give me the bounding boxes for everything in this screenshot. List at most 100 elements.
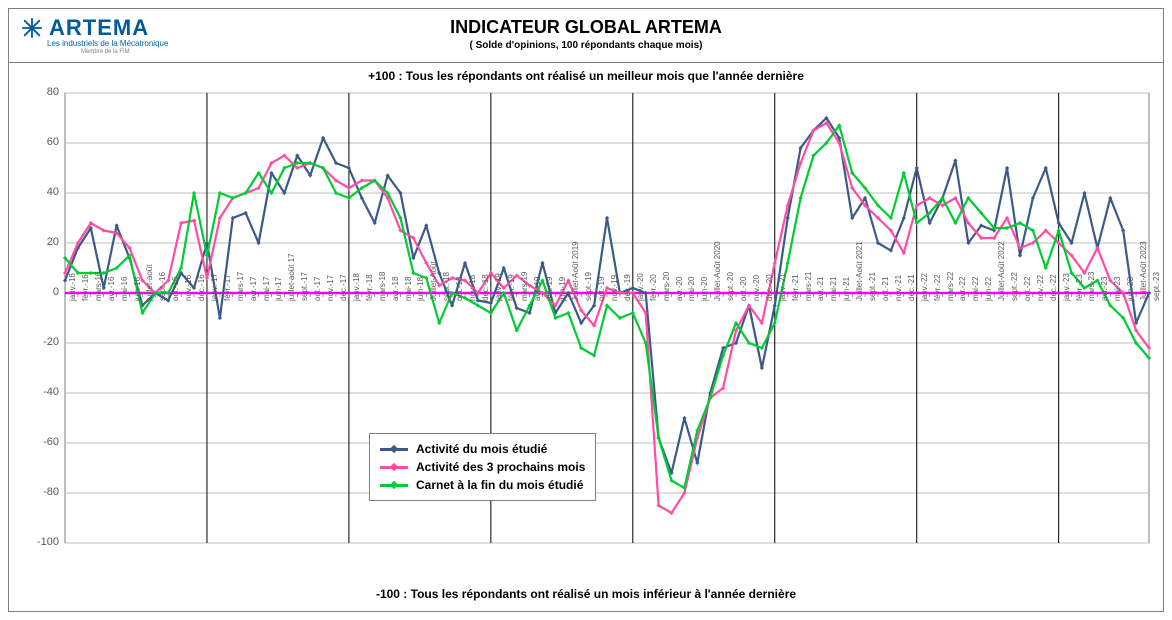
x-tick-label: sept.-23 bbox=[1152, 272, 1161, 301]
x-tick-label: mai-21 bbox=[829, 277, 838, 301]
x-tick-label: sept.-18 bbox=[442, 272, 451, 301]
x-tick-label: oct.-16 bbox=[171, 277, 180, 301]
legend-swatch bbox=[380, 466, 408, 469]
x-tick-label: nov.-20 bbox=[752, 275, 761, 301]
x-tick-label: janv.-21 bbox=[778, 273, 787, 301]
x-tick-label: juillet-août bbox=[145, 265, 154, 301]
x-tick-label: déc.-18 bbox=[481, 274, 490, 301]
x-tick-label: févr.-17 bbox=[223, 274, 232, 301]
legend-label: Activité des 3 prochains mois bbox=[416, 460, 585, 474]
legend-swatch bbox=[380, 448, 408, 451]
x-tick-label: avr.-20 bbox=[675, 277, 684, 301]
x-tick-label: nov.-22 bbox=[1036, 275, 1045, 301]
chart-subtitle: ( Solde d'opinions, 100 répondants chaqu… bbox=[9, 40, 1163, 51]
y-tick-label: -60 bbox=[25, 436, 59, 448]
x-tick-label: mars-18 bbox=[378, 272, 387, 301]
x-tick-label: janv.-16 bbox=[68, 273, 77, 301]
y-tick-label: -100 bbox=[25, 536, 59, 548]
x-tick-label: déc.-20 bbox=[765, 274, 774, 301]
x-tick-label: juillet-août 17 bbox=[287, 253, 296, 301]
x-tick-label: juin-21 bbox=[842, 277, 851, 301]
x-tick-label: Juillet-Août 2021 bbox=[855, 241, 864, 301]
y-tick-label: -20 bbox=[25, 336, 59, 348]
x-tick-label: janv.-20 bbox=[636, 273, 645, 301]
legend-label: Carnet à la fin du mois étudié bbox=[416, 478, 583, 492]
x-tick-label: oct.-19 bbox=[597, 277, 606, 301]
x-tick-label: avr.-18 bbox=[391, 277, 400, 301]
x-tick-label: mai-19 bbox=[545, 277, 554, 301]
x-tick-label: sept.-19 bbox=[584, 272, 593, 301]
x-tick-label: avr.-23 bbox=[1100, 277, 1109, 301]
chart-title: INDICATEUR GLOBAL ARTEMA bbox=[9, 17, 1163, 38]
y-tick-label: -40 bbox=[25, 386, 59, 398]
x-tick-label: Juillet-Août 2020 bbox=[713, 241, 722, 301]
x-tick-label: janv.-23 bbox=[1062, 273, 1071, 301]
x-tick-label: févr.-16 bbox=[81, 274, 90, 301]
x-tick-label: juin-19 bbox=[558, 277, 567, 301]
x-tick-label: oct.-21 bbox=[881, 277, 890, 301]
x-tick-label: oct.-17 bbox=[313, 277, 322, 301]
legend-item: Activité des 3 prochains mois bbox=[380, 458, 585, 476]
plot-area: +100 : Tous les répondants ont réalisé u… bbox=[9, 63, 1163, 611]
title-block: INDICATEUR GLOBAL ARTEMA ( Solde d'opini… bbox=[9, 17, 1163, 51]
x-tick-label: févr.-22 bbox=[933, 274, 942, 301]
x-tick-label: mars-23 bbox=[1087, 272, 1096, 301]
note-bottom: -100 : Tous les répondants ont réalisé u… bbox=[9, 587, 1163, 601]
x-tick-label: sept.-22 bbox=[1010, 272, 1019, 301]
x-tick-label: févr.-20 bbox=[649, 274, 658, 301]
x-tick-label: févr.-21 bbox=[791, 274, 800, 301]
x-tick-label: mars-20 bbox=[662, 272, 671, 301]
chart-svg bbox=[9, 63, 1165, 613]
x-tick-label: mai-23 bbox=[1113, 277, 1122, 301]
header: ARTEMA Les industriels de la Mécatroniqu… bbox=[9, 9, 1163, 63]
x-tick-label: mars-17 bbox=[236, 272, 245, 301]
legend-item: Carnet à la fin du mois étudié bbox=[380, 476, 585, 494]
y-tick-label: 0 bbox=[25, 286, 59, 298]
legend-label: Activité du mois étudié bbox=[416, 442, 547, 456]
x-tick-label: oct.-22 bbox=[1023, 277, 1032, 301]
chart-frame: ARTEMA Les industriels de la Mécatroniqu… bbox=[8, 8, 1164, 612]
legend: Activité du mois étudié Activité des 3 pr… bbox=[369, 433, 596, 501]
x-tick-label: Juillet-Août 2023 bbox=[1139, 241, 1148, 301]
x-tick-label: juin-18 bbox=[416, 277, 425, 301]
x-tick-label: Juillet-Août 2019 bbox=[571, 241, 580, 301]
x-tick-label: nov.-18 bbox=[468, 275, 477, 301]
x-tick-label: janv.-19 bbox=[494, 273, 503, 301]
legend-item: Activité du mois étudié bbox=[380, 440, 585, 458]
x-tick-label: déc.-17 bbox=[339, 274, 348, 301]
x-tick-label: juin-16 bbox=[133, 277, 142, 301]
x-tick-label: déc.-19 bbox=[623, 274, 632, 301]
x-tick-label: juin-20 bbox=[700, 277, 709, 301]
x-tick-label: oct.-20 bbox=[739, 277, 748, 301]
x-tick-label: nov.-19 bbox=[610, 275, 619, 301]
x-tick-label: mars-21 bbox=[804, 272, 813, 301]
x-tick-label: mai-17 bbox=[262, 277, 271, 301]
x-tick-label: sept.-20 bbox=[726, 272, 735, 301]
x-tick-label: Juillet-Août bbox=[429, 261, 438, 301]
x-tick-label: avr.-22 bbox=[958, 277, 967, 301]
x-tick-label: mai-18 bbox=[404, 277, 413, 301]
x-tick-label: juin-22 bbox=[984, 277, 993, 301]
x-tick-label: sept.-21 bbox=[868, 272, 877, 301]
x-tick-label: mars-22 bbox=[946, 272, 955, 301]
x-tick-label: mars-19 bbox=[520, 272, 529, 301]
x-tick-label: janv.-22 bbox=[920, 273, 929, 301]
x-tick-label: janv.-17 bbox=[210, 273, 219, 301]
x-tick-label: sept.-17 bbox=[300, 272, 309, 301]
x-tick-label: nov.-17 bbox=[326, 275, 335, 301]
y-tick-label: -80 bbox=[25, 486, 59, 498]
x-tick-label: sept.-16 bbox=[158, 272, 167, 301]
x-tick-label: déc.-22 bbox=[1049, 274, 1058, 301]
x-tick-label: avr.-21 bbox=[816, 277, 825, 301]
x-tick-label: févr.-23 bbox=[1075, 274, 1084, 301]
y-tick-label: 20 bbox=[25, 236, 59, 248]
x-tick-label: mai-16 bbox=[120, 277, 129, 301]
x-tick-label: juin-17 bbox=[274, 277, 283, 301]
x-tick-label: nov.-16 bbox=[184, 275, 193, 301]
x-tick-label: nov.-21 bbox=[894, 275, 903, 301]
x-tick-label: juin-23 bbox=[1126, 277, 1135, 301]
x-tick-label: avr.-17 bbox=[249, 277, 258, 301]
x-tick-label: févr.-19 bbox=[507, 274, 516, 301]
x-tick-label: mai-20 bbox=[687, 277, 696, 301]
x-tick-label: avr.-16 bbox=[107, 277, 116, 301]
